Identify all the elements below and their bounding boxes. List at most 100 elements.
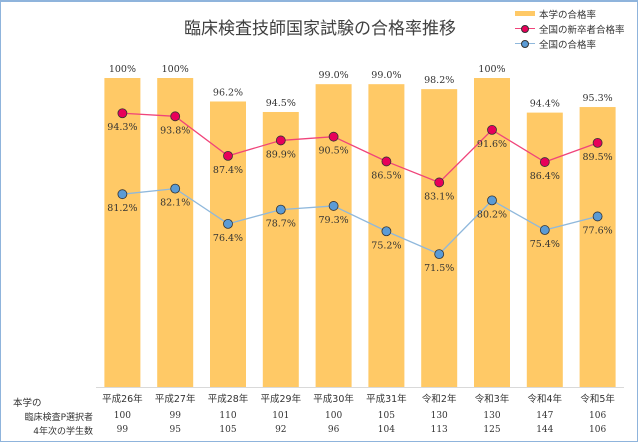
table-cell: 106	[589, 411, 606, 421]
data-point-marker	[381, 226, 392, 237]
data-point-marker	[117, 189, 128, 200]
table-row-label: 臨床検査P選択者	[24, 413, 93, 423]
data-point-marker	[328, 201, 339, 211]
data-point-marker	[170, 111, 181, 122]
bar	[157, 78, 194, 387]
table-cell: 95	[169, 425, 181, 435]
data-point-marker	[223, 150, 233, 161]
legend-line-marker-icon	[515, 23, 535, 35]
table-cell: 99	[169, 411, 181, 421]
data-point-marker	[275, 135, 286, 146]
line-data-label: 77.6%	[583, 225, 613, 236]
data-point-marker	[592, 211, 603, 222]
series-line	[122, 112, 598, 184]
legend-line-marker-icon	[515, 38, 535, 50]
x-tick-label: 令和4年	[528, 393, 563, 405]
legend-item-national: 全国の合格率	[515, 36, 625, 51]
table-cell: 125	[483, 425, 500, 435]
bar-data-label: 96.2%	[213, 87, 243, 98]
bar	[262, 111, 299, 388]
data-point-marker	[434, 249, 445, 260]
data-point-marker	[539, 157, 550, 167]
bar-data-label: 99.0%	[371, 70, 401, 81]
data-point-marker	[223, 218, 233, 229]
data-point-marker	[275, 204, 286, 215]
bar	[421, 89, 458, 388]
table-cell: 113	[431, 425, 448, 435]
bar-data-label: 95.3%	[583, 93, 613, 104]
bar-data-label: 100%	[109, 64, 136, 75]
series-line	[122, 187, 598, 255]
data-point-marker	[487, 195, 497, 206]
legend-item-bar: 本学の合格率	[515, 6, 625, 21]
x-tick-label: 令和2年	[422, 393, 457, 405]
x-tick-label: 平成31年	[366, 393, 407, 405]
bar	[210, 101, 246, 387]
table-cell: 101	[272, 411, 289, 421]
bar-data-label: 94.4%	[530, 99, 560, 110]
table-cell: 147	[536, 411, 553, 421]
line-data-label: 75.2%	[371, 240, 401, 251]
bar-data-label: 98.2%	[424, 75, 454, 86]
line-data-label: 78.7%	[266, 219, 296, 230]
data-point-marker	[434, 177, 445, 188]
table-cell: 104	[378, 425, 395, 435]
line-data-label: 83.1%	[424, 191, 454, 202]
data-point-marker	[381, 156, 392, 167]
table-cell: 144	[536, 425, 553, 435]
x-tick-label: 平成30年	[313, 393, 354, 405]
table-cell: 105	[378, 411, 395, 421]
bar	[474, 78, 510, 387]
table-row-label: 4年次の学生数	[33, 427, 93, 437]
x-tick-label: 平成27年	[155, 393, 196, 405]
x-tick-label: 平成26年	[102, 393, 143, 405]
legend: 本学の合格率 全国の新卒者合格率 全国の合格率	[515, 6, 625, 51]
line-data-label: 71.5%	[424, 263, 454, 274]
x-tick-label: 平成28年	[208, 393, 249, 405]
table-cell: 100	[325, 411, 342, 421]
table-cell: 110	[219, 411, 236, 421]
line-data-label: 89.9%	[266, 149, 296, 160]
line-data-label: 87.4%	[213, 165, 243, 176]
data-point-marker	[487, 125, 497, 135]
line-data-label: 91.6%	[477, 139, 507, 150]
line-data-label: 79.3%	[319, 215, 349, 226]
data-point-marker	[539, 225, 550, 235]
x-tick-label: 令和3年	[475, 393, 510, 405]
line-data-label: 80.2%	[477, 209, 507, 220]
table-cell: 92	[275, 425, 286, 435]
line-data-label: 75.4%	[530, 239, 560, 250]
line-data-label: 81.2%	[107, 203, 137, 214]
line-data-label: 76.4%	[213, 233, 243, 244]
table-cell: 130	[431, 411, 448, 421]
bar-data-label: 94.5%	[266, 98, 296, 109]
bar	[104, 78, 141, 387]
line-data-label: 86.5%	[371, 170, 401, 181]
legend-bar-swatch	[515, 8, 535, 20]
bar-data-label: 99.0%	[319, 70, 349, 81]
legend-item-new-grad: 全国の新卒者合格率	[515, 21, 625, 36]
chart-title: 臨床検査技師国家試験の合格率推移	[184, 19, 456, 39]
table-cell: 96	[328, 425, 340, 435]
line-data-label: 86.4%	[530, 171, 560, 182]
data-point-marker	[170, 183, 181, 194]
data-point-marker	[328, 131, 339, 142]
table-cell: 105	[219, 425, 236, 435]
table-cell: 100	[114, 411, 131, 421]
line-data-label: 90.5%	[319, 146, 349, 157]
line-data-label: 93.8%	[160, 125, 190, 136]
table-cell: 130	[483, 411, 500, 421]
bar	[579, 107, 616, 388]
bar-data-label: 100%	[478, 64, 505, 75]
line-data-label: 94.3%	[107, 122, 137, 133]
x-tick-label: 令和5年	[580, 393, 615, 405]
legend-label: 全国の新卒者合格率	[539, 24, 625, 36]
table-cell: 106	[589, 425, 606, 435]
line-data-label: 82.1%	[160, 198, 190, 209]
line-data-label: 89.5%	[583, 152, 613, 163]
bar-data-label: 100%	[162, 64, 189, 75]
legend-label: 全国の合格率	[539, 39, 597, 51]
data-point-marker	[592, 137, 603, 148]
x-tick-label: 平成29年	[261, 393, 302, 405]
bar	[315, 84, 352, 388]
